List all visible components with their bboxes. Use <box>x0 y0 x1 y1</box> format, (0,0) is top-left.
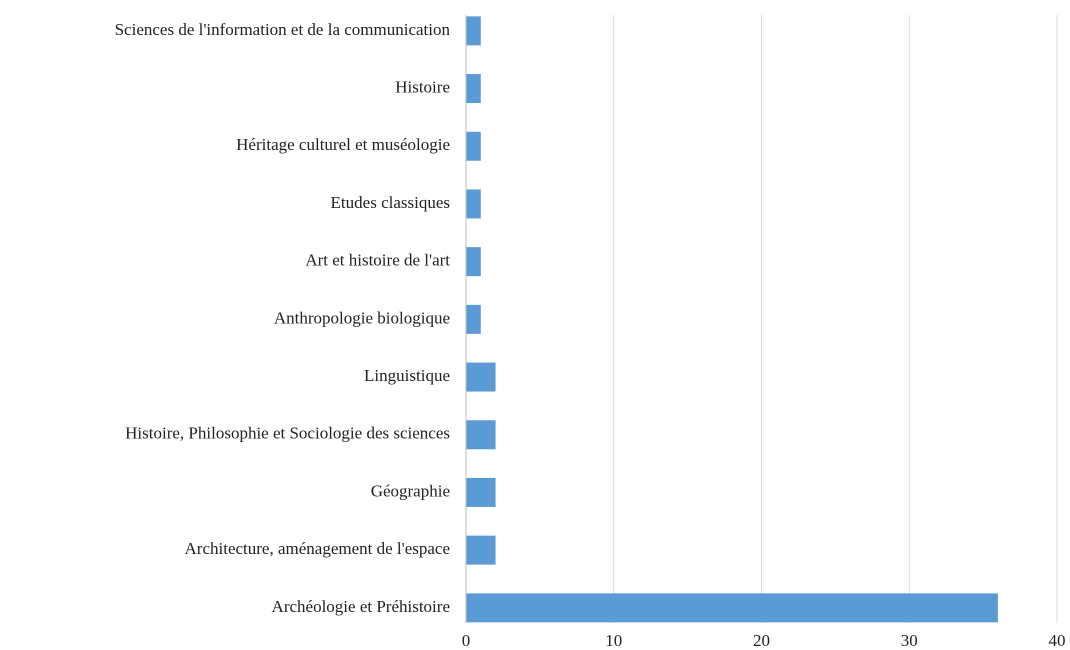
y-tick-label: Héritage culturel et muséologie <box>236 135 450 154</box>
y-tick-label: Architecture, aménagement de l'espace <box>185 539 450 558</box>
bar <box>466 131 481 161</box>
bar <box>466 16 481 46</box>
bar <box>466 362 496 392</box>
bar <box>466 593 998 623</box>
bar <box>466 74 481 104</box>
y-tick-label: Géographie <box>371 481 450 500</box>
x-tick-label: 20 <box>753 631 770 650</box>
bar <box>466 420 496 450</box>
bar <box>466 535 496 565</box>
x-tick-label: 10 <box>605 631 622 650</box>
y-tick-label: Archéologie et Préhistoire <box>272 597 450 616</box>
x-tick-label: 0 <box>462 631 471 650</box>
y-tick-label: Histoire, Philosophie et Sociologie des … <box>125 424 450 443</box>
bar <box>466 477 496 507</box>
bar <box>466 304 481 334</box>
y-tick-label: Histoire <box>395 77 450 96</box>
bar <box>466 189 481 219</box>
x-tick-label: 40 <box>1049 631 1066 650</box>
y-tick-label: Sciences de l'information et de la commu… <box>115 20 451 39</box>
x-tick-label: 30 <box>901 631 918 650</box>
y-tick-label: Etudes classiques <box>331 193 450 212</box>
y-tick-label: Linguistique <box>364 366 450 385</box>
y-tick-label: Art et histoire de l'art <box>305 251 450 270</box>
y-tick-label: Anthropologie biologique <box>274 308 450 327</box>
bar <box>466 247 481 277</box>
